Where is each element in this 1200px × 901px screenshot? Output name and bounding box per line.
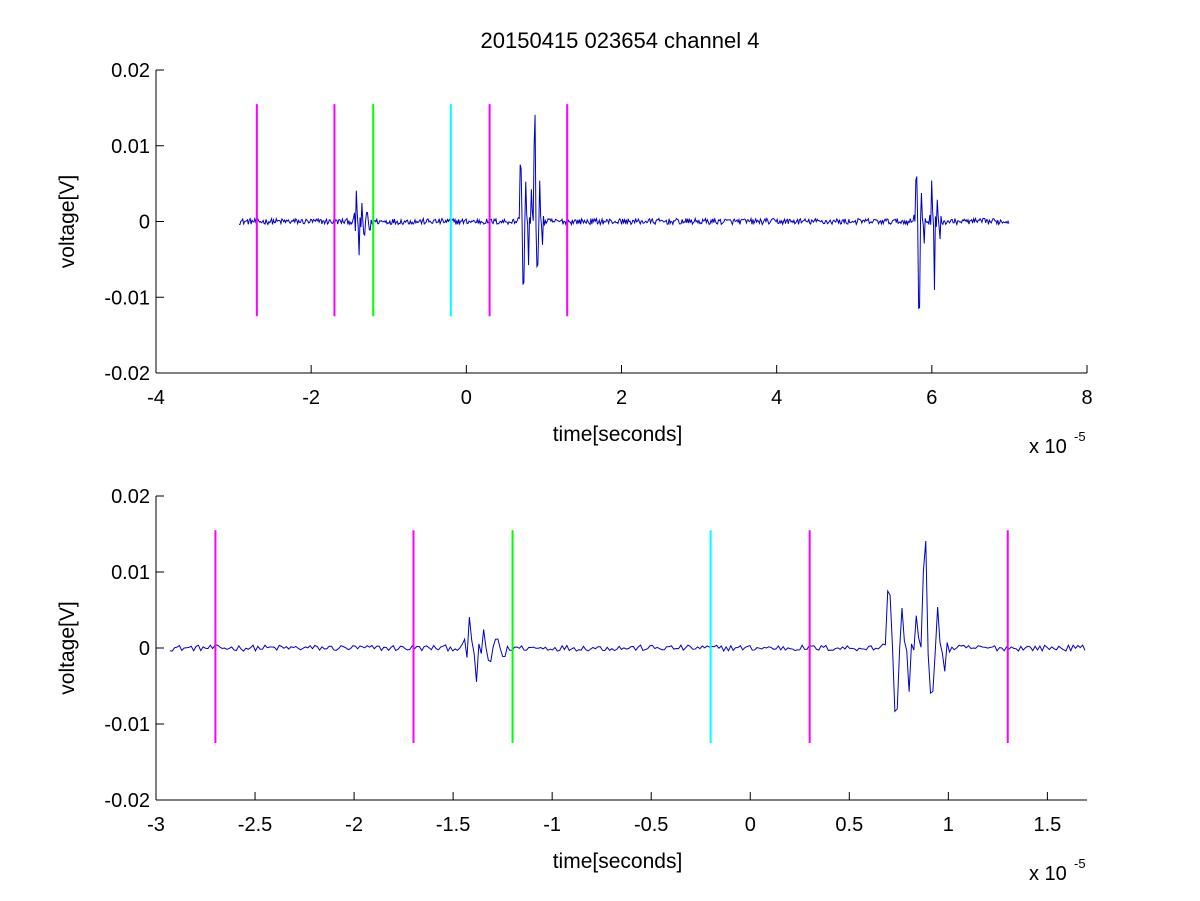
x-axis-label: time[seconds] <box>553 423 683 446</box>
y-tick-label: 0 <box>139 212 150 234</box>
x-axis-label: time[seconds] <box>553 850 683 873</box>
x-tick-label: -1 <box>543 814 561 836</box>
x-tick-label: -2 <box>345 814 363 836</box>
y-tick-label: -0.02 <box>104 363 150 385</box>
x-tick-label: 2 <box>616 387 627 409</box>
x-tick-label: 0 <box>745 814 756 836</box>
x-exponent-label: x 10 <box>1029 863 1067 885</box>
x-tick-label: 8 <box>1081 387 1092 409</box>
y-tick-label: 0.01 <box>111 562 150 584</box>
x-tick-label: 6 <box>926 387 937 409</box>
y-tick-label: -0.01 <box>104 287 150 309</box>
y-axis-label: voltage[V] <box>56 175 79 268</box>
x-tick-label: -4 <box>147 387 165 409</box>
y-axis-label: voltage[V] <box>56 601 79 694</box>
x-exponent-label: x 10 <box>1029 436 1067 458</box>
signal-trace <box>169 540 1086 713</box>
signal-trace <box>238 114 1010 310</box>
x-tick-label: -2 <box>302 387 320 409</box>
x-tick-label: -3 <box>147 814 165 836</box>
x-exponent-superscript: -5 <box>1074 429 1086 444</box>
x-tick-label: 1.5 <box>1033 814 1061 836</box>
y-tick-label: 0.01 <box>111 136 150 158</box>
x-exponent-superscript: -5 <box>1074 856 1086 871</box>
y-tick-label: -0.02 <box>104 790 150 812</box>
y-tick-label: 0 <box>139 638 150 660</box>
x-tick-label: -2.5 <box>238 814 272 836</box>
x-tick-label: 4 <box>771 387 782 409</box>
y-tick-label: 0.02 <box>111 486 150 508</box>
figure-title: 20150415 023654 channel 4 <box>481 28 760 53</box>
x-tick-label: -1.5 <box>436 814 470 836</box>
top-plot: -4 -2 0 2 4 6 8 0.02 0.01 0 -0.01 -0.02 time[seconds… <box>56 60 1093 458</box>
x-tick-label: 0.5 <box>835 814 863 836</box>
x-tick-label: -0.5 <box>634 814 668 836</box>
y-tick-label: -0.01 <box>104 714 150 736</box>
x-tick-label: 0 <box>461 387 472 409</box>
y-tick-label: 0.02 <box>111 60 150 82</box>
x-tick-label: 1 <box>943 814 954 836</box>
bottom-plot: -3 -2.5 -2 -1.5 -1 -0.5 0 0.5 1 1.5 0.02 0.01 0 -0.01… <box>56 486 1087 885</box>
